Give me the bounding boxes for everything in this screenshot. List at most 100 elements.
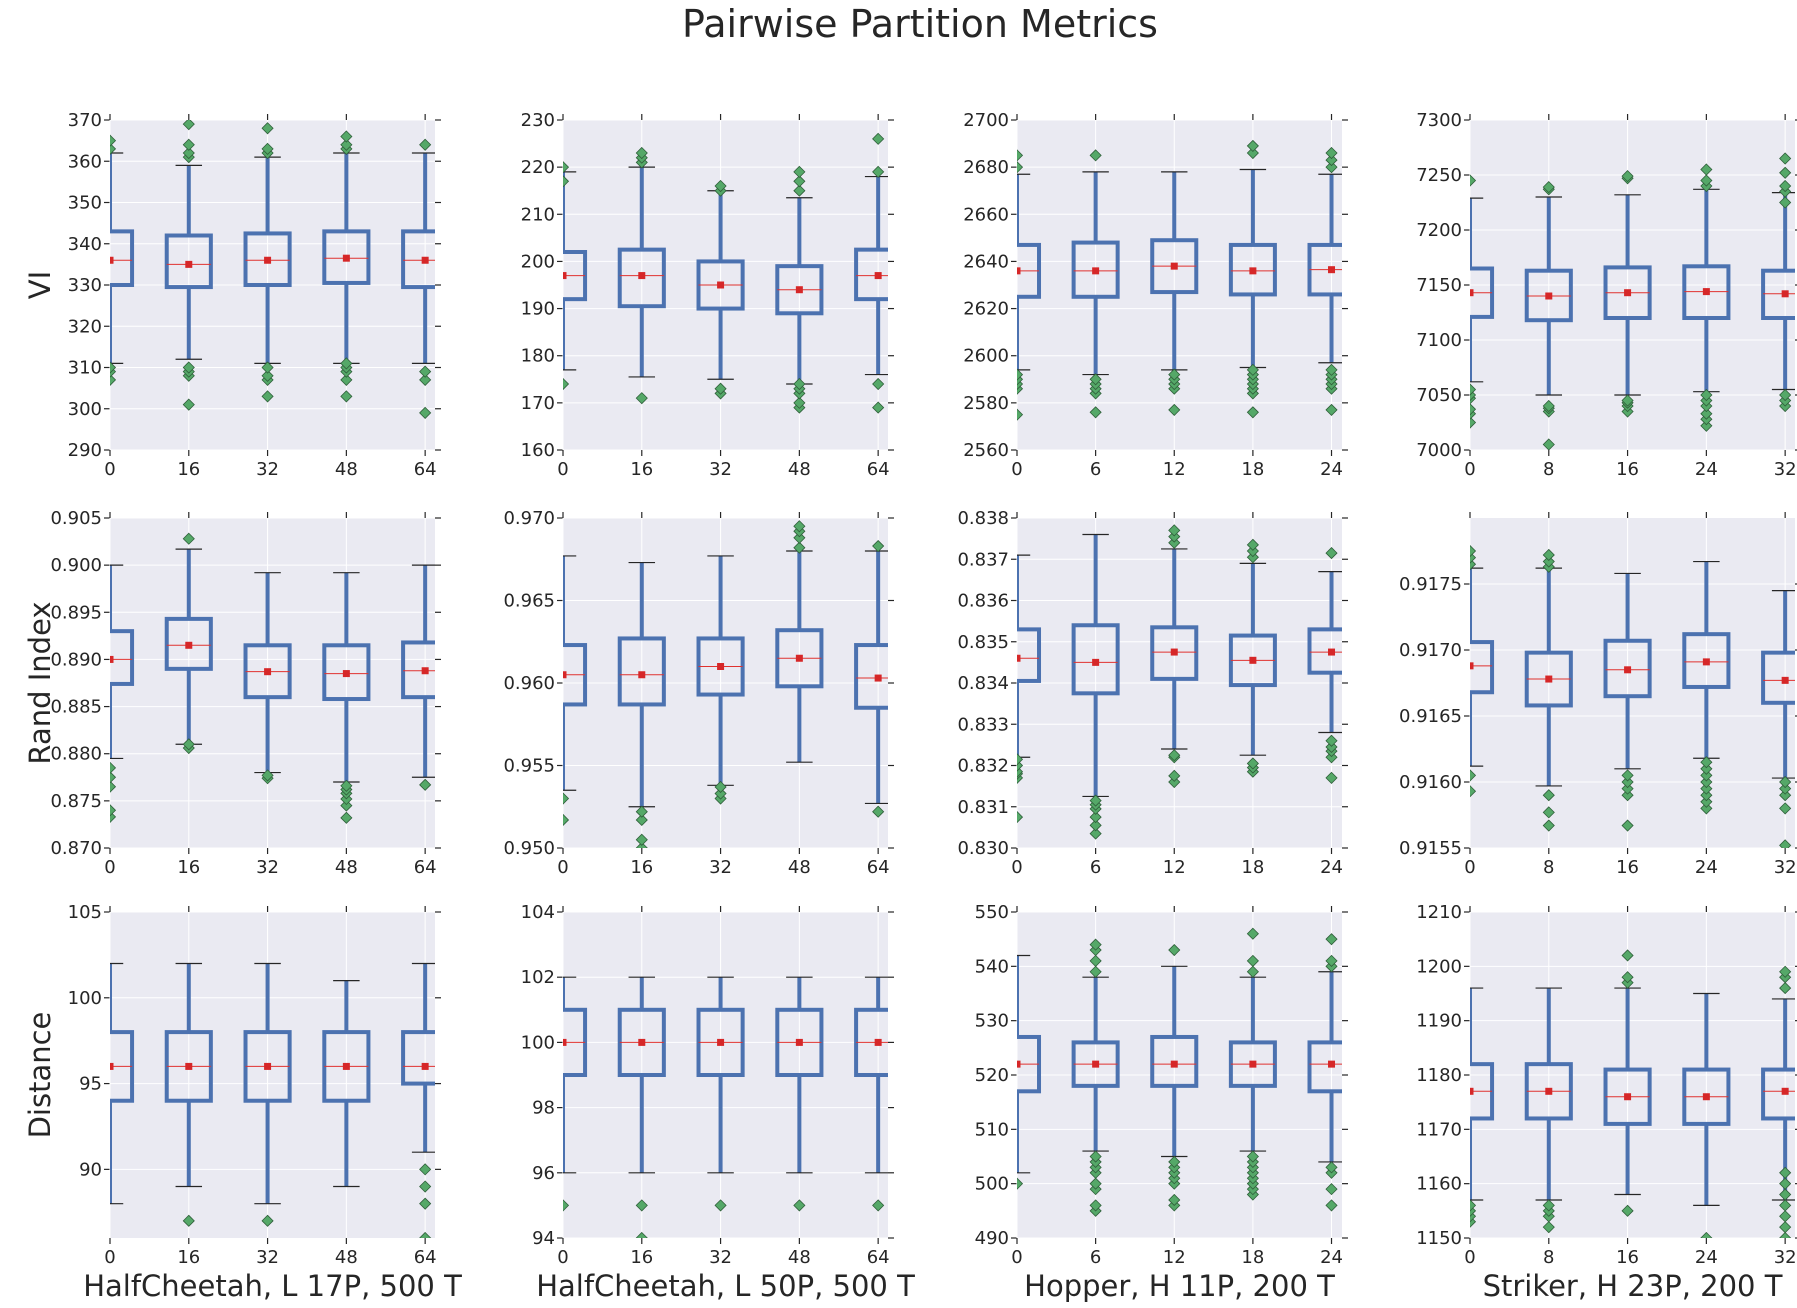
panel-r0c2: 2560 2580 2600 2620 2640 2660 2680 2700 0 6 12 18 24 [963,110,1348,480]
outlier-point [1168,749,1181,762]
mean-marker [1470,662,1474,670]
mean-marker [185,641,193,649]
mean-marker [1249,267,1257,275]
mean-marker [563,671,567,679]
outlier-point [1246,139,1259,152]
boxplot-32 [243,122,292,403]
outlier-point [1246,757,1259,770]
panel-r1c1: 0.950 0.955 0.960 0.965 0.970 0 16 32 48 64 [503,508,894,878]
outlier-point [110,780,117,793]
x-tick-label: 6 [1090,459,1101,480]
mean-marker [1624,1093,1632,1101]
box-iqr [854,643,888,710]
outlier-point [1089,373,1102,386]
outlier-point [1621,775,1634,789]
outlier-point [1621,769,1634,782]
boxplot-6 [1071,938,1120,1217]
y-tick-label: 1160 [1416,1174,1462,1195]
x-tick-label: 8 [1543,1247,1554,1268]
outlier-point [635,833,648,846]
mean-marker [874,1038,882,1046]
outlier-point [563,161,570,174]
mean-marker [110,1062,114,1070]
boxplot-8 [1524,548,1573,832]
outlier-point [1168,368,1181,381]
panel-background [110,518,435,848]
mean-marker [1702,288,1710,296]
outlier-point [1542,548,1555,562]
x-tick-label: 12 [1163,1247,1186,1268]
box-iqr [1524,268,1573,323]
mean-marker [1017,1060,1021,1068]
box-iqr [1682,632,1731,689]
mean-marker [185,260,193,268]
y-tick-label: 7000 [1416,440,1462,461]
x-tick-label: 24 [1695,1247,1718,1268]
box-series [1470,544,1795,848]
y-tick-label: 0.836 [957,591,1009,612]
boxplot-48 [322,572,371,824]
outlier-point [1168,524,1181,537]
mean-marker [874,272,882,280]
outlier-point [261,769,274,782]
y-tick-label: 0.880 [50,744,102,765]
box-series [563,132,888,414]
outlier-point [1779,775,1792,789]
boxplot-32 [243,962,292,1227]
outlier-point [340,130,353,143]
outlier-point [1017,149,1024,162]
outlier-point [1325,933,1338,946]
box-iqr [1470,1062,1495,1121]
outlier-point [1700,795,1713,808]
mean-marker [342,670,350,678]
panel-r2c3: 1150 1160 1170 1180 1190 1200 1210 0 8 16 24 32 [1416,902,1797,1268]
panel-r0c1: 160 170 180 190 200 210 220 230 0 16 32 48 64 [521,110,894,480]
boxplot-12 [1150,524,1199,789]
outlier-point [261,390,274,403]
outlier-point [1700,163,1713,176]
col-label-2: Hopper, H 11P, 200 T [1024,1269,1335,1303]
x-tick-label: 32 [709,1247,732,1268]
mean-marker [874,674,882,682]
box-iqr [1470,640,1495,695]
outlier-point [1089,954,1102,967]
outlier-point [1779,1177,1792,1190]
outlier-point [1542,181,1555,194]
x-tick-label: 6 [1090,857,1101,878]
boxplot-18 [1228,927,1277,1201]
y-tick-label: 0.885 [50,697,102,718]
mean-marker [1328,648,1336,656]
outlier-point [110,134,117,147]
x-tick-label: 18 [1241,857,1264,878]
y-tick-label: 7100 [1416,330,1462,351]
y-tick-label: 490 [975,1228,1009,1249]
boxplot-0 [1470,174,1495,429]
x-tick-label: 18 [1241,459,1264,480]
outlier-point [419,365,432,378]
outlier-point [793,165,806,178]
outlier-point [1779,965,1792,978]
box-iqr [854,247,888,302]
outlier-point [1542,819,1555,832]
x-tick-label: 32 [256,857,279,878]
mean-marker [110,256,114,264]
y-tick-label: 96 [532,1163,555,1184]
y-tick-label: 0.9155 [1399,838,1462,859]
outlier-point [1325,146,1338,160]
boxplot-24 [1682,992,1731,1238]
col-labels-group: HalfCheetah, L 17P, 500 T HalfCheetah, L … [83,1269,1783,1303]
outlier-point [1017,368,1024,381]
outlier-point [340,357,353,370]
outlier-point [1621,819,1634,832]
boxplot-16 [164,120,213,411]
outlier-point [1779,802,1792,815]
outlier-point [714,780,727,794]
boxplot-24 [1307,546,1342,784]
outlier-point [182,738,195,751]
outlier-point [1089,406,1102,419]
col-label-1: HalfCheetah, L 50P, 500 T [536,1269,915,1303]
y-tick-label: 0.890 [50,649,102,670]
mean-marker [185,1062,193,1070]
y-tick-label: 0.870 [50,838,102,859]
